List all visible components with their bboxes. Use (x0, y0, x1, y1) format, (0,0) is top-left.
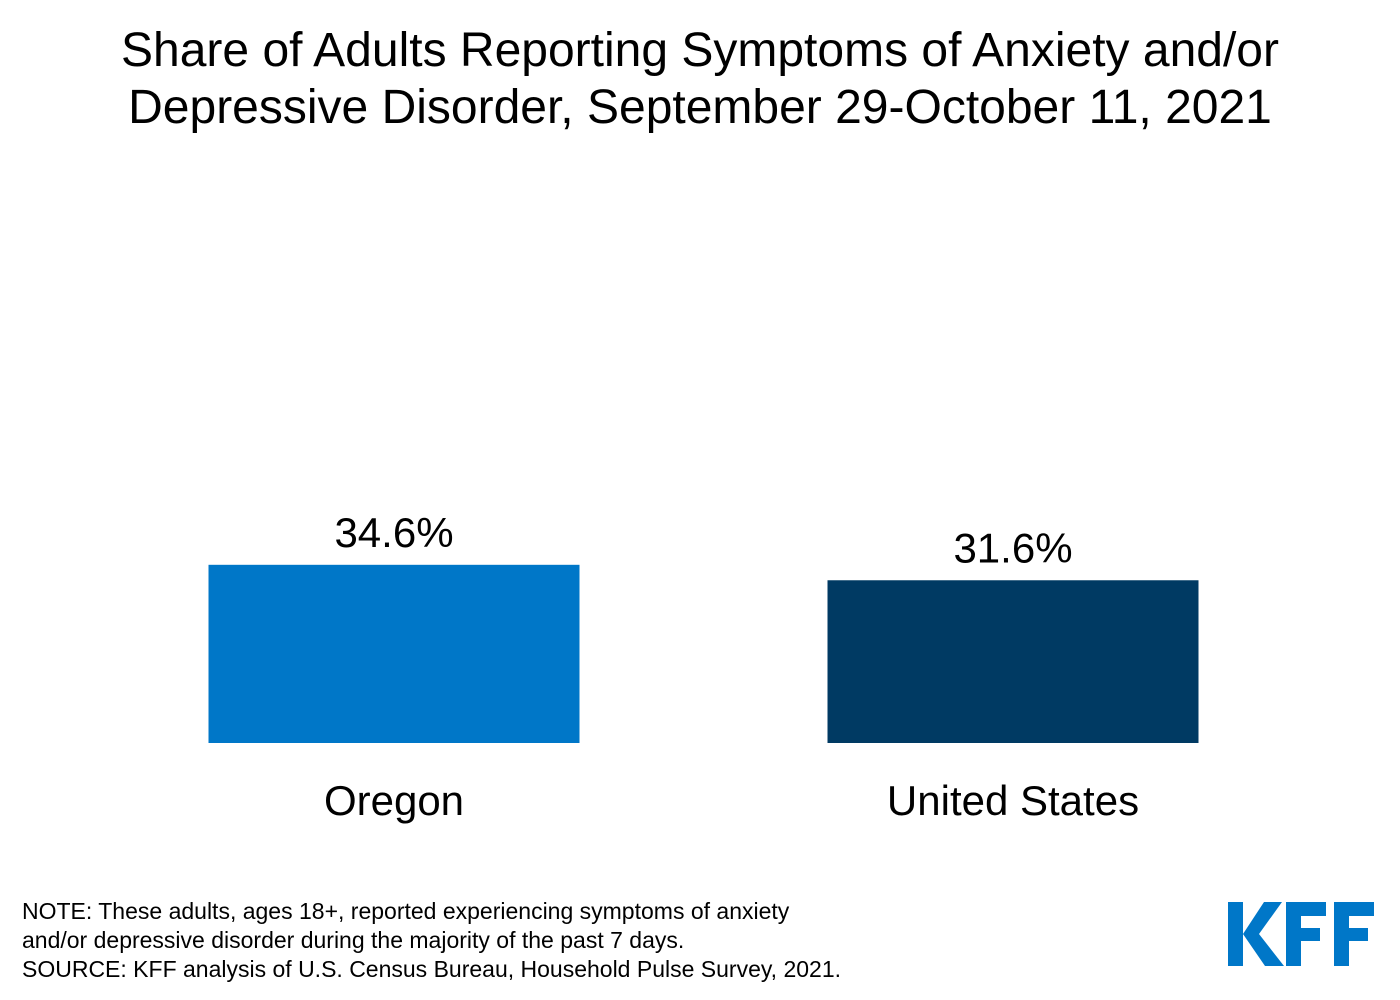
source-line: SOURCE: KFF analysis of U.S. Census Bure… (22, 956, 842, 982)
note-line-1: NOTE: These adults, ages 18+, reported e… (22, 898, 790, 924)
data-label-oregon: 34.6% (334, 509, 453, 556)
note-line-2: and/or depressive disorder during the ma… (22, 927, 685, 953)
chart-title-line-1: Share of Adults Reporting Symptoms of An… (121, 24, 1279, 77)
category-label-united-states: United States (887, 777, 1139, 824)
chart-notes: NOTE: These adults, ages 18+, reported e… (22, 897, 841, 984)
kff-logo (1228, 902, 1374, 966)
bar-oregon (208, 564, 580, 743)
chart-title-line-2: Depressive Disorder, September 29-Octobe… (128, 81, 1272, 134)
category-label-oregon: Oregon (324, 777, 464, 824)
chart-title: Share of Adults Reporting Symptoms of An… (0, 22, 1400, 136)
data-label-united-states: 31.6% (953, 524, 1072, 571)
bar-united-states (827, 580, 1199, 743)
